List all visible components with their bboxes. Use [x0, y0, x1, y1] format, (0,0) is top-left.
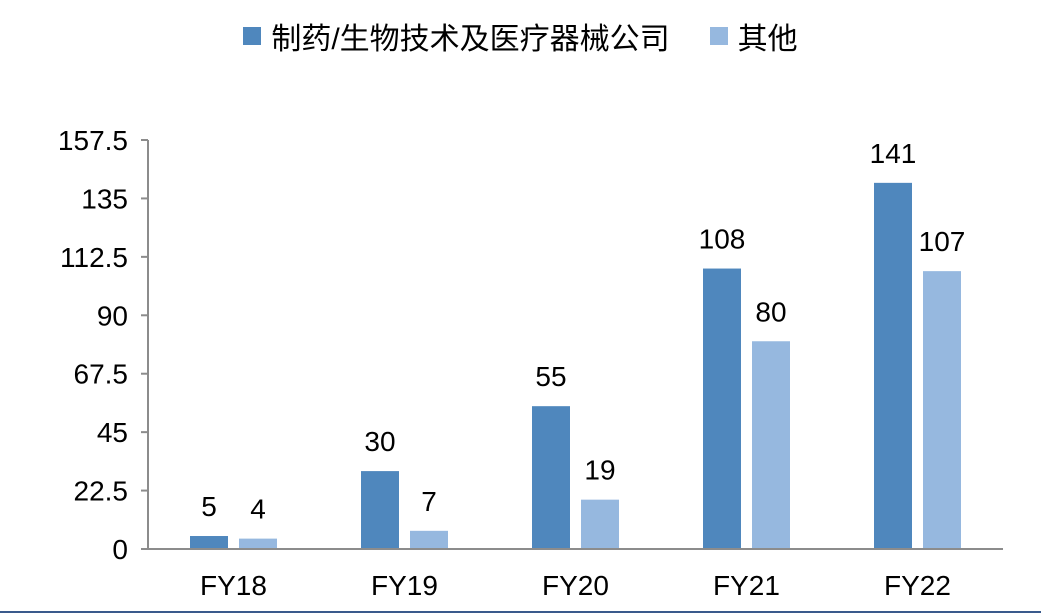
data-label-series-2: 19: [584, 455, 615, 486]
legend-swatch-series-2: [709, 27, 728, 45]
legend: 制药/生物技术及医疗器械公司 其他: [0, 14, 1041, 58]
y-tick-label: 67.5: [74, 359, 129, 390]
bar-series-1: [361, 471, 399, 549]
y-tick-label: 45: [97, 417, 128, 448]
x-tick-label: FY22: [884, 570, 951, 601]
data-label-series-1: 108: [699, 224, 746, 255]
bar-series-2: [410, 530, 448, 549]
x-tick-label: FY19: [371, 570, 438, 601]
legend-label-series-1: 制药/生物技术及医疗器械公司: [271, 23, 670, 56]
legend-item-series-2: 其他: [709, 14, 798, 58]
data-label-series-2: 4: [250, 494, 266, 525]
legend-label-series-2: 其他: [737, 23, 798, 56]
bar-series-1: [703, 268, 741, 549]
data-label-series-1: 141: [870, 138, 917, 169]
y-tick-label: 90: [97, 300, 128, 331]
y-tick-label: 157.5: [58, 125, 128, 156]
data-label-series-2: 7: [421, 486, 437, 517]
bar-series-1: [532, 406, 570, 549]
bottom-rule: [0, 611, 1041, 613]
data-label-series-2: 80: [755, 296, 786, 327]
data-label-series-1: 55: [535, 361, 566, 392]
bar-series-1: [874, 182, 912, 549]
bar-series-2: [923, 271, 961, 549]
x-tick-label: FY20: [542, 570, 609, 601]
x-tick-label: FY21: [713, 570, 780, 601]
bar-series-2: [581, 499, 619, 549]
legend-item-series-1: 制药/生物技术及医疗器械公司: [243, 14, 670, 58]
data-label-series-2: 107: [919, 226, 966, 257]
legend-swatch-series-1: [243, 27, 262, 45]
x-tick-label: FY18: [200, 570, 267, 601]
y-tick-label: 0: [112, 534, 128, 565]
data-label-series-1: 5: [201, 491, 217, 522]
bar-series-2: [239, 538, 277, 549]
y-tick-label: 22.5: [74, 476, 129, 507]
bar-series-2: [752, 341, 790, 549]
data-label-series-1: 30: [364, 426, 395, 457]
y-tick-label: 135: [81, 183, 128, 214]
y-tick-label: 112.5: [60, 242, 128, 273]
bar-series-1: [190, 536, 228, 549]
